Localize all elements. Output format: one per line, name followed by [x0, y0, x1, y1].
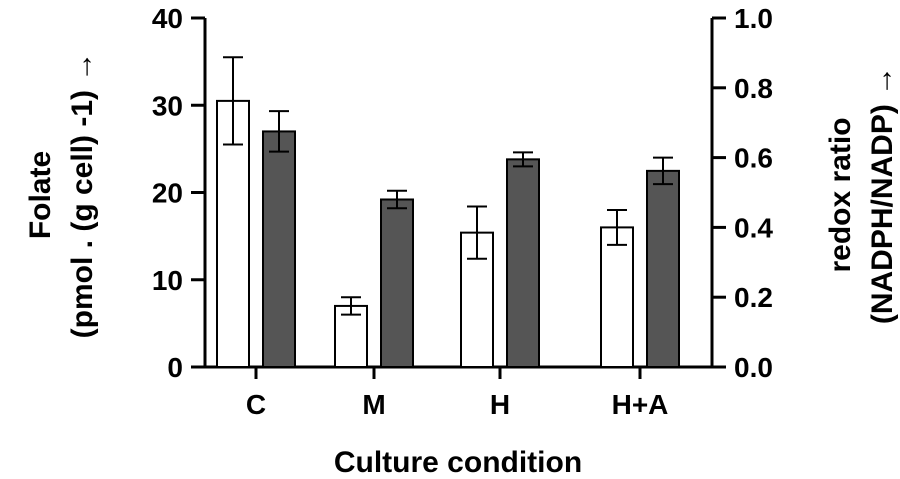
bar-folate-3	[600, 226, 634, 368]
left-axis-title: Folate (pmol . (g cell) -1) →	[24, 52, 99, 339]
bar-redox-2	[506, 158, 540, 368]
bar-redox-1	[380, 198, 414, 368]
right-ticks: 0.0 0.2 0.4 0.6 0.8 1.0	[712, 3, 773, 383]
right-tick-label: 0.0	[734, 352, 773, 383]
x-axis-label: Culture condition	[334, 446, 582, 479]
x-tick-label: H	[490, 389, 510, 420]
x-ticks: C M H H+A	[246, 367, 669, 420]
bar-folate-0	[216, 99, 250, 368]
right-tick-label: 0.4	[734, 212, 773, 243]
bar-redox-0	[262, 130, 296, 368]
x-tick-label: M	[362, 389, 385, 420]
right-tick-label: 0.6	[734, 143, 773, 174]
left-tick-label: 20	[152, 178, 183, 209]
right-tick-label: 1.0	[734, 3, 773, 34]
right-axis-label-line1: redox ratio	[824, 117, 857, 272]
right-axis-title: redox ratio (NADPH/NADP) →	[824, 66, 899, 324]
right-tick-label: 0.2	[734, 282, 773, 313]
left-ticks: 0 10 20 30 40	[152, 3, 205, 383]
left-tick-label: 30	[152, 90, 183, 121]
x-tick-label: C	[246, 389, 266, 420]
left-tick-label: 0	[167, 352, 183, 383]
left-tick-label: 40	[152, 3, 183, 34]
left-axis-label-line2: (pmol . (g cell) -1) →	[66, 52, 99, 339]
x-tick-label: H+A	[612, 389, 669, 420]
bars	[216, 56, 680, 368]
bar-redox-3	[646, 169, 680, 368]
bar-folate-1	[334, 304, 368, 368]
right-axis-label-line2: (NADPH/NADP) →	[866, 66, 899, 324]
left-tick-label: 10	[152, 265, 183, 296]
right-tick-label: 0.8	[734, 73, 773, 104]
bar-folate-2	[460, 231, 494, 368]
left-axis-label-line1: Folate	[24, 151, 57, 239]
